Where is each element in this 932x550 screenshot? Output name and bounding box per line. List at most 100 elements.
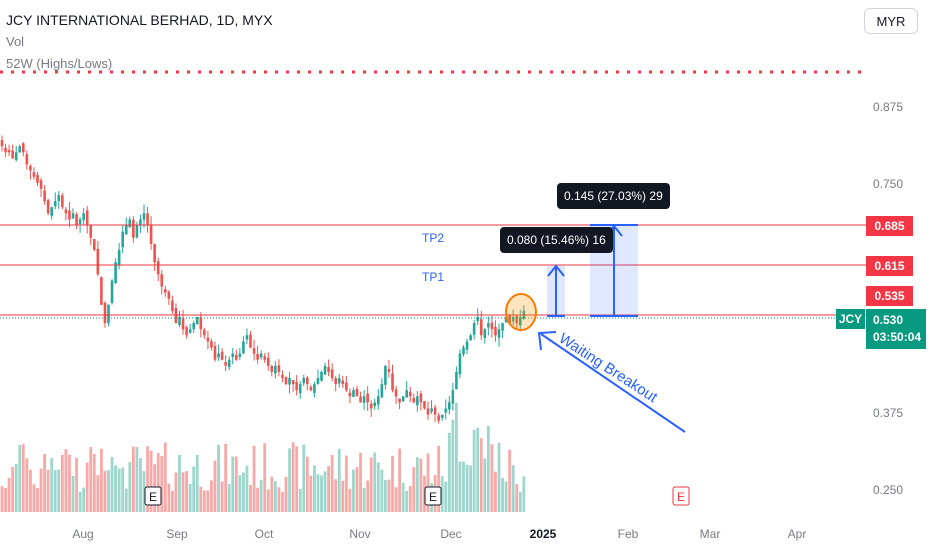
volume-bar (171, 490, 174, 512)
volume-bar (60, 454, 64, 512)
candle-body (391, 373, 394, 391)
volume-bar (508, 449, 512, 512)
volume-bar (131, 446, 135, 512)
volume-bar (192, 466, 196, 512)
volume-bar (0, 486, 4, 512)
candle-body (511, 317, 515, 322)
volume-bar (206, 490, 210, 512)
candle-body (519, 317, 522, 326)
y-tick-label: 0.750 (873, 177, 904, 191)
earnings-marker-future[interactable]: E (672, 486, 690, 506)
currency-button[interactable]: MYR (864, 8, 918, 34)
candle-body (181, 318, 185, 330)
candle-body (373, 402, 377, 407)
candle-body (39, 180, 43, 189)
candle-body (380, 384, 384, 398)
x-tick-label: Dec (440, 527, 462, 541)
volume-bar (181, 472, 185, 512)
candle-body (302, 378, 306, 384)
volume-bar (398, 448, 401, 512)
volume-bar (515, 483, 519, 512)
candle-body (25, 154, 29, 165)
volume-bar (518, 491, 522, 512)
volume-bar (352, 469, 355, 512)
volume-bar (355, 467, 359, 512)
chart-title: JCY INTERNATIONAL BERHAD, 1D, MYX (6, 12, 273, 28)
earnings-marker-1[interactable]: E (144, 486, 162, 506)
price-badge-0535[interactable]: 0.535 (866, 286, 913, 306)
candle-body (313, 384, 316, 393)
candle-body (472, 323, 476, 335)
volume-bar (50, 457, 54, 512)
earnings-marker-2[interactable]: E (424, 486, 442, 506)
volume-bar (341, 480, 345, 512)
candle-body (114, 262, 117, 283)
candle-body (508, 315, 511, 324)
volume-bar (68, 454, 71, 512)
x-tick-label: Nov (349, 527, 371, 541)
volume-indicator-label[interactable]: Vol (6, 34, 25, 49)
y-tick-label: 0.250 (873, 483, 904, 497)
candle-body (306, 377, 309, 385)
breakout-highlight-circle[interactable] (505, 293, 537, 331)
x-tick-label: Feb (617, 527, 639, 541)
candle-body (4, 147, 7, 153)
candle-body (199, 317, 203, 330)
candle-body (263, 356, 266, 360)
candle-body (487, 323, 490, 328)
volume-bar (195, 454, 199, 512)
candle-body (46, 200, 50, 214)
volume-bar (245, 465, 249, 512)
volume-bar (288, 448, 291, 512)
volume-bar (103, 470, 107, 512)
candle-body (235, 354, 238, 360)
candle-body (465, 341, 469, 350)
volume-bar (188, 483, 192, 512)
candle-body (479, 319, 483, 336)
candle-body (309, 387, 313, 391)
annotation-arrow-shaft[interactable] (540, 333, 686, 433)
candle-body (227, 359, 231, 368)
volume-bar (82, 487, 86, 512)
candle-body (259, 353, 263, 358)
last-price-badge: 0.530 03:50:04 (866, 309, 926, 349)
volume-bar (327, 466, 330, 512)
candle-body (213, 346, 217, 360)
volume-bar (437, 445, 441, 512)
candle-body (121, 231, 124, 248)
price-badge-0685[interactable]: 0.685 (866, 216, 913, 236)
candle-body (355, 388, 359, 397)
volume-bar (29, 469, 32, 512)
candle-body (231, 353, 235, 358)
volume-bar (483, 458, 487, 512)
candle-body (515, 315, 519, 324)
candle-body (281, 374, 284, 378)
volume-bar (295, 446, 299, 512)
annotation-arrowhead (537, 331, 557, 351)
volume-bar (92, 454, 96, 512)
volume-bar (522, 476, 526, 512)
candle-body (149, 225, 153, 244)
volume-bar (419, 458, 423, 512)
candle-body (107, 304, 110, 324)
candle-body (451, 390, 455, 404)
volume-bar (121, 467, 125, 512)
candle-body (444, 408, 448, 413)
candle-body (369, 403, 373, 409)
highs-lows-indicator-label[interactable]: 52W (Highs/Lows) (6, 56, 113, 71)
candle-body (433, 407, 437, 415)
volume-bar (252, 445, 256, 512)
candle-body (330, 369, 334, 378)
tp2-label[interactable]: TP2 (422, 231, 445, 245)
price-badge-0615[interactable]: 0.615 (866, 256, 913, 276)
candle-body (203, 329, 206, 336)
volume-bar (32, 484, 36, 512)
volume-bar (501, 478, 504, 512)
candle-body (337, 378, 341, 384)
tp1-label[interactable]: TP1 (422, 270, 445, 284)
volume-bar (227, 484, 231, 512)
volume-bar (444, 481, 448, 512)
candle-body (68, 210, 71, 220)
volume-bar (451, 419, 455, 512)
